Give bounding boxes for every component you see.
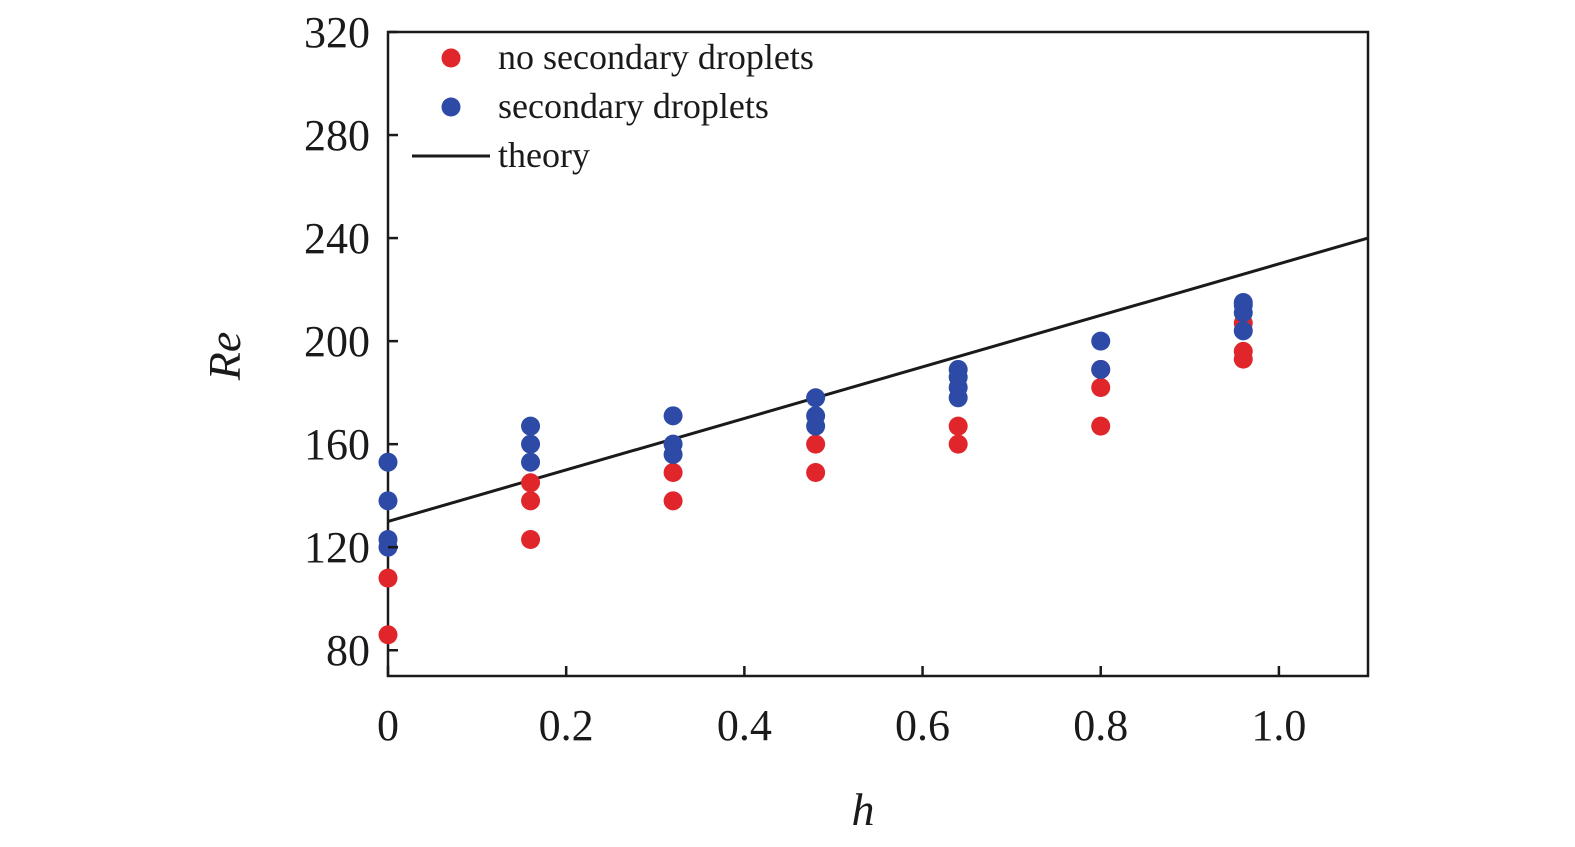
no-secondary-droplet-point [378, 625, 398, 645]
points-layer [378, 292, 1253, 645]
x-tick-label: 0 [377, 701, 399, 750]
legend-marker-secondary [441, 97, 461, 117]
ticks-layer: 0 0.2 0.4 0.6 0.8 1.0 80 120 160 200 240 280 320 [304, 8, 1306, 750]
no-secondary-droplet-point [1233, 341, 1253, 361]
secondary-droplet-point [378, 529, 398, 549]
x-tick-label: 0.8 [1073, 701, 1128, 750]
secondary-droplet-point [521, 434, 541, 454]
y-axis-label: Re [199, 332, 250, 382]
legend-label: theory [498, 135, 590, 175]
secondary-droplet-point [521, 452, 541, 472]
secondary-droplet-point [521, 416, 541, 436]
no-secondary-droplet-point [663, 491, 683, 511]
secondary-droplet-point [948, 359, 968, 379]
secondary-droplet-point [378, 491, 398, 511]
secondary-droplet-point [378, 452, 398, 472]
no-secondary-droplet-point [378, 568, 398, 588]
theory-line [387, 236, 1369, 523]
no-secondary-droplet-point [663, 462, 683, 482]
secondary-droplet-point [663, 406, 683, 426]
legend-label: secondary droplets [498, 86, 769, 126]
y-tick-label: 280 [304, 111, 370, 160]
no-secondary-droplet-point [521, 529, 541, 549]
secondary-droplet-point [1233, 321, 1253, 341]
no-secondary-droplet-point [1091, 377, 1111, 397]
y-tick-label: 160 [304, 420, 370, 469]
no-secondary-droplet-point [806, 434, 826, 454]
legend-label: no secondary droplets [498, 37, 814, 77]
secondary-droplet-point [663, 434, 683, 454]
legend-marker-no-secondary [441, 48, 461, 68]
x-axis-label: h [852, 784, 875, 835]
x-tick-label: 0.4 [717, 701, 772, 750]
legend: no secondary droplets secondary droplets t… [412, 37, 814, 175]
x-tick-label: 0.6 [895, 701, 950, 750]
secondary-droplet-point [1091, 331, 1111, 351]
secondary-droplet-point [1233, 292, 1253, 312]
y-tick-label: 80 [326, 626, 370, 675]
secondary-droplet-point [806, 388, 826, 408]
no-secondary-droplet-point [948, 434, 968, 454]
y-tick-label: 320 [304, 8, 370, 57]
no-secondary-droplet-point [521, 473, 541, 493]
y-tick-label: 240 [304, 214, 370, 263]
x-tick-label: 1.0 [1251, 701, 1306, 750]
y-tick-label: 200 [304, 317, 370, 366]
x-tick-label: 0.2 [539, 701, 594, 750]
no-secondary-droplet-point [521, 491, 541, 511]
secondary-droplet-point [806, 406, 826, 426]
secondary-droplet-point [1091, 359, 1111, 379]
plot-frame [386, 30, 1370, 678]
y-tick-label: 120 [304, 523, 370, 572]
no-secondary-droplet-point [948, 416, 968, 436]
no-secondary-droplet-point [806, 462, 826, 482]
theory-layer [387, 236, 1369, 523]
no-secondary-droplet-point [1091, 416, 1111, 436]
axes [386, 30, 1370, 678]
